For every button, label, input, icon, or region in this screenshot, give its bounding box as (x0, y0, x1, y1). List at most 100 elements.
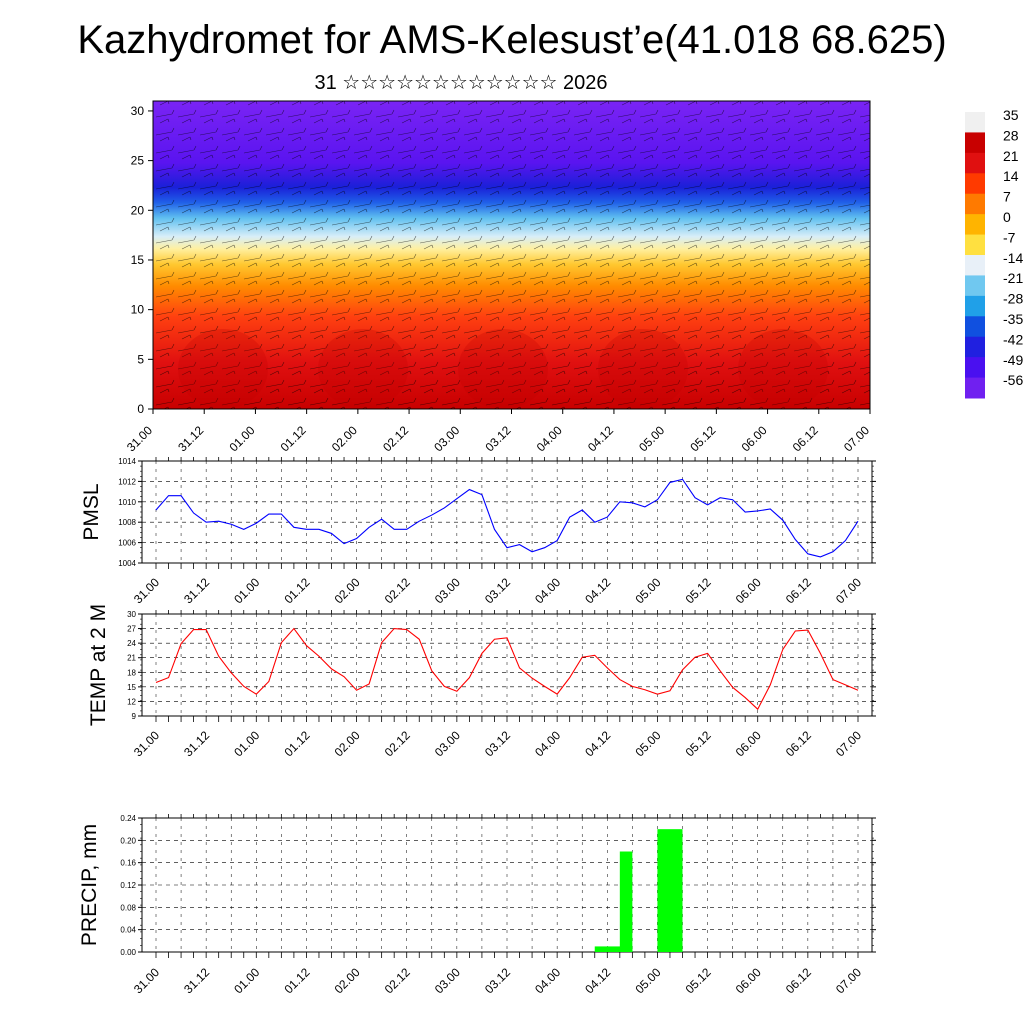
x-tick-label: 01.00 (231, 575, 262, 606)
x-tick-label: 03.12 (482, 728, 513, 759)
colorbar-label: -49 (1003, 352, 1023, 368)
x-tick-label: 07.00 (833, 965, 864, 996)
colorbar: 35 28 21 14 7 0 -7 -14 -21 -28 -35 -42 -49 -56 (965, 107, 1023, 399)
x-tick-label: 01.12 (281, 965, 312, 996)
colorbar-swatch (965, 316, 985, 338)
y-tick-label: 25 (131, 154, 145, 168)
warm-cell (598, 329, 688, 409)
colorbar-label: -21 (1003, 270, 1023, 286)
y-tick-label: 30 (127, 610, 136, 619)
y-tick-label: 10 (131, 303, 145, 317)
y-tick-label: 0.00 (120, 948, 136, 957)
x-tick-label: 05.12 (687, 423, 718, 454)
colorbar-label: 7 (1003, 189, 1011, 205)
y-tick-label: 15 (131, 253, 145, 267)
x-tick-label: 03.12 (482, 423, 513, 454)
y-tick-label: 20 (131, 203, 145, 217)
temp-panel: 9 12 15 18 21 24 27 30 31.00 31.12 01.00 01.12 02.00… (87, 604, 876, 759)
colorbar-label: -7 (1003, 229, 1016, 245)
x-tick-label: 02.00 (332, 965, 363, 996)
y-tick-label: 27 (127, 625, 136, 634)
x-tick-label: 05.00 (632, 728, 663, 759)
x-tick-label: 04.12 (582, 575, 613, 606)
chart-subtitle: 31 ☆☆☆☆☆☆☆☆☆☆☆☆ 2026 (314, 72, 608, 94)
x-tick-label: 31.12 (181, 965, 212, 996)
y-tick-label: 9 (132, 712, 137, 721)
x-tick-label: 04.00 (532, 575, 563, 606)
y-tick-label: 12 (127, 697, 136, 706)
x-tick-label: 06.12 (783, 575, 814, 606)
x-tick-label: 03.00 (432, 575, 463, 606)
wind-barbs (153, 101, 870, 409)
x-tick-label: 31.12 (175, 423, 206, 454)
x-tick-label: 01.00 (231, 965, 262, 996)
x-tick-label: 06.00 (739, 423, 770, 454)
x-tick-label: 01.12 (278, 423, 309, 454)
x-tick-label: 07.00 (833, 575, 864, 606)
x-tick-label: 06.00 (733, 575, 764, 606)
y-tick-label: 0.20 (120, 836, 136, 845)
y-tick-label: 0.08 (120, 903, 136, 912)
colorbar-swatch (965, 275, 985, 297)
x-tick-label: 31.00 (131, 728, 162, 759)
y-tick-label: 21 (127, 654, 136, 663)
x-tick-label: 05.00 (632, 575, 663, 606)
x-tick-label: 01.12 (281, 575, 312, 606)
x-tick-label: 01.12 (281, 728, 312, 759)
y-tick-label: 0.16 (120, 859, 136, 868)
upper-air-panel: 0 5 10 15 20 25 30 31.00 31.12 01.00 01.12 02.00 02.… (124, 100, 872, 454)
y-tick-label: 1004 (118, 559, 136, 568)
x-tick-label: 06.12 (790, 423, 821, 454)
x-tick-label: 05.12 (683, 575, 714, 606)
y-axis-label: PMSL (80, 483, 103, 540)
x-tick-label: 04.00 (534, 423, 565, 454)
x-tick-label: 03.00 (431, 423, 462, 454)
pmsl-panel: 1004 1006 1008 1010 1012 1014 31.00 31.12 01.00 0… (80, 457, 876, 606)
x-tick-label: 04.12 (582, 965, 613, 996)
x-tick-label: 31.12 (181, 575, 212, 606)
x-tick-label: 05.00 (636, 423, 667, 454)
colorbar-label: -56 (1003, 372, 1023, 388)
colorbar-swatch (965, 357, 985, 379)
precip-bar (619, 851, 633, 952)
colorbar-label: 21 (1003, 148, 1019, 164)
x-tick-label: 02.12 (380, 423, 411, 454)
x-tick-label: 31.00 (131, 965, 162, 996)
colorbar-swatch (965, 214, 985, 236)
colorbar-swatch (965, 234, 985, 256)
y-tick-label: 0.04 (120, 926, 136, 935)
x-tick-label: 03.12 (482, 575, 513, 606)
x-tick-label: 02.00 (329, 423, 360, 454)
page-title: Kazhydromet for AMS-Kelesust’e(41.018 68… (77, 18, 947, 62)
colorbar-label: 0 (1003, 209, 1011, 225)
y-axis-label: TEMP at 2 M (87, 604, 110, 726)
x-tick-label: 01.00 (226, 423, 257, 454)
warm-cell (318, 329, 408, 409)
precip-bar (657, 829, 683, 952)
x-tick-label: 01.00 (231, 728, 262, 759)
y-tick-label: 24 (127, 639, 136, 648)
colorbar-swatch (965, 255, 985, 276)
y-tick-label: 15 (127, 683, 136, 692)
x-tick-label: 03.00 (432, 728, 463, 759)
colorbar-label: -28 (1003, 291, 1023, 307)
colorbar-label: -35 (1003, 311, 1023, 327)
y-tick-label: 5 (137, 352, 144, 366)
x-tick-label: 06.00 (733, 965, 764, 996)
x-tick-label: 02.12 (382, 728, 413, 759)
x-tick-label: 05.12 (683, 728, 714, 759)
x-tick-label: 02.12 (382, 965, 413, 996)
y-tick-label: 1012 (118, 477, 136, 486)
x-tick-label: 31.00 (131, 575, 162, 606)
x-tick-label: 04.00 (532, 965, 563, 996)
x-tick-label: 03.00 (432, 965, 463, 996)
y-tick-label: 0 (137, 402, 144, 416)
y-tick-label: 30 (131, 104, 145, 118)
colorbar-label: -42 (1003, 331, 1023, 347)
x-tick-label: 07.00 (833, 728, 864, 759)
colorbar-label: 35 (1003, 107, 1019, 123)
x-tick-label: 02.00 (332, 575, 363, 606)
colorbar-label: -14 (1003, 250, 1023, 266)
x-tick-label: 05.12 (683, 965, 714, 996)
